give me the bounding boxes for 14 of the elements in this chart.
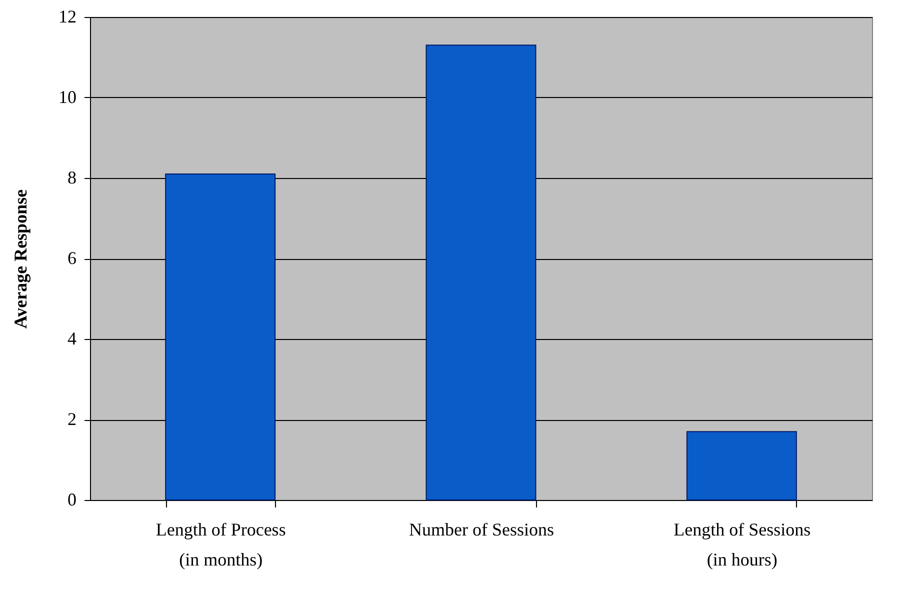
x-tick-label: Length of Process (in months) [156,520,286,570]
y-tick-label: 10 [58,87,76,107]
y-tick-label: 8 [68,168,76,188]
y-axis-title: Average Response [10,189,30,329]
y-tick-label: 0 [68,490,76,510]
x-tick-label: Length of Sessions (in hours) [674,520,811,570]
y-tick-label: 12 [58,6,76,26]
y-tick-label: 4 [68,328,76,348]
bar [426,44,536,500]
y-tick-label: 6 [68,248,76,268]
x-tick-label: Number of Sessions [409,520,554,540]
y-tick-label: 2 [68,409,76,429]
bar [686,431,797,500]
bar [165,173,276,500]
